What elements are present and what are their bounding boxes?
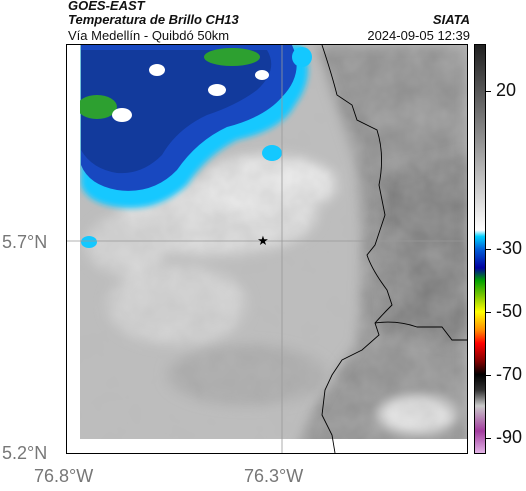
colorbar-tick-mark [486,375,491,377]
lon-tick-label: 76.8°W [34,466,94,486]
map-panel[interactable]: ★ [66,44,468,454]
lon-tick-label: 76.3°W [244,466,304,486]
colorbar-tick-label: -70 [496,364,523,385]
no-data-strip-west [67,45,80,453]
colorbar-tick-mark [486,438,491,440]
product-title: Temperatura de Brillo CH13 [68,12,239,27]
colorbar-tick-label: -50 [496,301,523,322]
satellite-title: GOES-EAST [68,0,145,13]
department-boundary-east [374,321,467,341]
star-icon[interactable]: ★ [257,233,269,248]
colorbar-tick-label: -30 [496,238,523,258]
colorbar-tick-mark [486,312,491,314]
region-subtitle: Vía Medellín - Quibdó 50km [68,28,230,43]
timestamp-label: 2024-09-05 12:39 [367,28,470,43]
organization-label: SIATA [432,12,470,27]
no-data-strip-south [67,439,467,453]
colorbar-tick-label: 20 [496,80,517,101]
colorbar-tick-mark [486,249,491,250]
lat-tick-label: 5.2°N [2,443,48,463]
cold-cloud-top [77,45,312,248]
lat-tick-label: 5.7°N [2,232,48,252]
colorbar-tick-mark [486,91,491,93]
colorbar [474,44,486,454]
brightness-temperature-map[interactable]: ★ [67,45,467,453]
colorbar-tick-label: -90 [496,427,523,448]
